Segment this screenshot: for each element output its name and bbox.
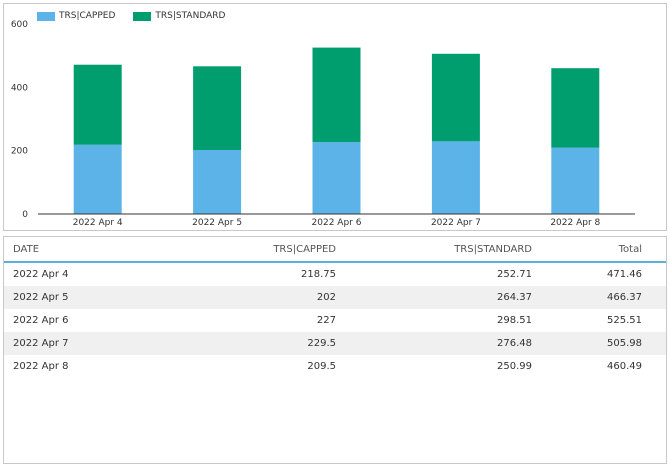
cell-total: 471.46	[607, 269, 642, 280]
table-row: 2022 Apr 5 202 264.37 466.37	[4, 286, 666, 309]
cell-standard: 276.48	[340, 332, 536, 355]
bar-standard	[73, 64, 122, 145]
cell-capped: 209.5	[307, 361, 336, 372]
bar-capped	[431, 141, 480, 214]
column-header-total[interactable]: Total	[536, 237, 666, 263]
legend-item-capped[interactable]: TRS|CAPPED	[37, 11, 115, 21]
cell-standard: 250.99	[497, 361, 532, 372]
y-tick-label: 0	[22, 210, 28, 220]
x-tick-label: 2022 Apr 5	[192, 218, 242, 228]
x-tick-label: 2022 Apr 8	[550, 218, 600, 228]
table-panel: DATE TRS|CAPPED TRS|STANDARD Total 2022 …	[3, 236, 667, 464]
table-header-row: DATE TRS|CAPPED TRS|STANDARD Total	[4, 237, 666, 263]
cell-total: 525.51	[607, 315, 642, 326]
cell-date: 2022 Apr 8	[13, 361, 69, 372]
cell-date: 2022 Apr 4	[13, 269, 69, 280]
legend-item-standard[interactable]: TRS|STANDARD	[133, 11, 225, 21]
legend-label-capped: TRS|CAPPED	[59, 11, 116, 21]
table-row: 2022 Apr 8 209.5 250.99 460.49	[4, 355, 666, 378]
cell-standard: 264.37	[340, 286, 536, 309]
bar-capped	[312, 142, 361, 214]
y-tick-label: 400	[11, 83, 28, 93]
legend-label-standard: TRS|STANDARD	[155, 11, 226, 21]
cell-capped: 229.5	[167, 332, 340, 355]
bar-standard	[193, 66, 242, 151]
bar-standard	[431, 53, 480, 142]
bar-standard	[551, 68, 600, 148]
cell-capped: 202	[167, 286, 340, 309]
stacked-bar-chart: 0 200 400 600 2022 Apr 4 2022 Apr 5 2022 Apr 6…	[11, 20, 635, 228]
cell-standard: 252.71	[497, 269, 532, 280]
table-row: 2022 Apr 6 227 298.51 525.51	[4, 309, 666, 332]
chart-legend: TRS|CAPPED TRS|STANDARD	[37, 11, 225, 21]
x-tick-label: 2022 Apr 7	[431, 218, 481, 228]
table-row: 2022 Apr 7 229.5 276.48 505.98	[4, 332, 666, 355]
data-table: DATE TRS|CAPPED TRS|STANDARD Total 2022 …	[4, 237, 666, 378]
legend-swatch-standard	[133, 11, 152, 21]
column-header-capped[interactable]: TRS|CAPPED	[167, 237, 340, 263]
x-tick-label: 2022 Apr 6	[312, 218, 362, 228]
bar-capped	[551, 147, 600, 214]
legend-swatch-capped	[37, 11, 55, 21]
cell-date: 2022 Apr 6	[13, 315, 69, 326]
y-tick-label: 600	[11, 20, 28, 30]
bar-capped	[193, 150, 242, 214]
table-row: 2022 Apr 4 218.75 252.71 471.46	[4, 262, 666, 286]
bar-standard	[312, 47, 361, 143]
bar-capped	[73, 144, 122, 214]
cell-capped: 227	[316, 315, 336, 326]
x-tick-label: 2022 Apr 4	[73, 218, 123, 228]
cell-capped: 218.75	[301, 269, 336, 280]
column-header-date[interactable]: DATE	[4, 237, 167, 263]
cell-total: 466.37	[536, 286, 666, 309]
y-tick-label: 200	[11, 147, 28, 157]
cell-total: 505.98	[536, 332, 666, 355]
cell-total: 460.49	[607, 361, 642, 372]
chart-panel: TRS|CAPPED TRS|STANDARD 0 200 400 600 2022 A…	[3, 3, 667, 231]
cell-standard: 298.51	[497, 315, 532, 326]
column-header-standard[interactable]: TRS|STANDARD	[340, 237, 536, 263]
cell-date: 2022 Apr 5	[4, 286, 167, 309]
cell-date: 2022 Apr 7	[4, 332, 167, 355]
